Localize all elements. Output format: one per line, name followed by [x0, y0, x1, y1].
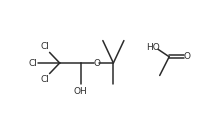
Text: Cl: Cl	[29, 58, 38, 68]
Text: HO: HO	[146, 43, 160, 52]
Text: O: O	[93, 58, 100, 68]
Text: Cl: Cl	[40, 42, 49, 51]
Text: O: O	[184, 52, 191, 61]
Text: Cl: Cl	[40, 75, 49, 84]
Text: OH: OH	[74, 87, 88, 96]
